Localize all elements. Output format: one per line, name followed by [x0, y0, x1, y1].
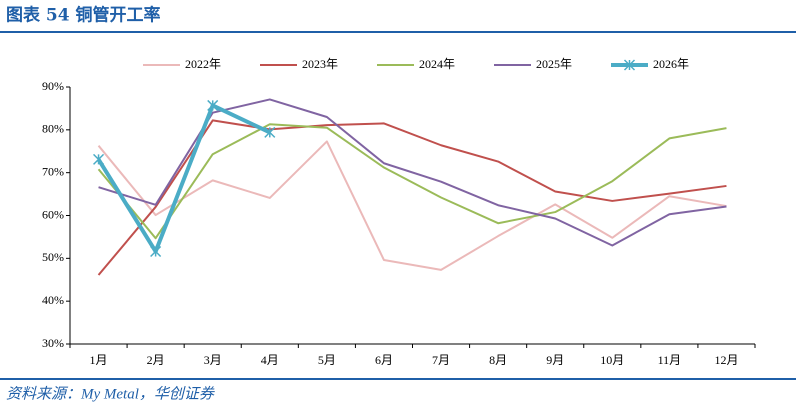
legend-label: 2024年 — [419, 57, 455, 71]
x-tick-label: 9月 — [546, 353, 564, 367]
x-tick-label: 5月 — [318, 353, 336, 367]
legend-marker — [623, 59, 636, 71]
x-tick-label: 2月 — [147, 353, 165, 367]
x-tick-label: 3月 — [204, 353, 222, 367]
legend-label: 2025年 — [536, 57, 572, 71]
x-tick-label: 6月 — [375, 353, 393, 367]
legend-label: 2022年 — [185, 57, 221, 71]
point-marker — [207, 99, 219, 111]
y-tick-label: 80% — [42, 122, 64, 136]
y-tick-label: 40% — [42, 293, 64, 307]
x-tick-label: 7月 — [432, 353, 450, 367]
y-tick-label: 30% — [42, 336, 64, 350]
series-line — [97, 140, 727, 271]
legend-label: 2026年 — [653, 57, 689, 71]
x-tick-label: 1月 — [90, 353, 108, 367]
y-tick-label: 60% — [42, 207, 64, 221]
x-tick-label: 10月 — [600, 353, 624, 367]
source: 资料来源：My Metal，华创证券 — [6, 385, 215, 402]
x-tick-label: 11月 — [658, 353, 682, 367]
point-marker — [93, 153, 105, 165]
point-marker — [150, 245, 162, 258]
point-marker — [264, 126, 276, 138]
y-tick-label: 90% — [42, 79, 64, 93]
x-tick-label: 8月 — [489, 353, 507, 367]
y-tick-label: 50% — [42, 250, 64, 264]
series-line — [97, 123, 727, 240]
x-tick-label: 4月 — [261, 353, 279, 367]
x-tick-label: 12月 — [714, 353, 738, 367]
y-tick-label: 70% — [42, 164, 64, 178]
legend-label: 2023年 — [302, 57, 338, 71]
chart-title: 图表 54 铜管开工率 — [6, 5, 161, 26]
series-line — [96, 103, 271, 254]
